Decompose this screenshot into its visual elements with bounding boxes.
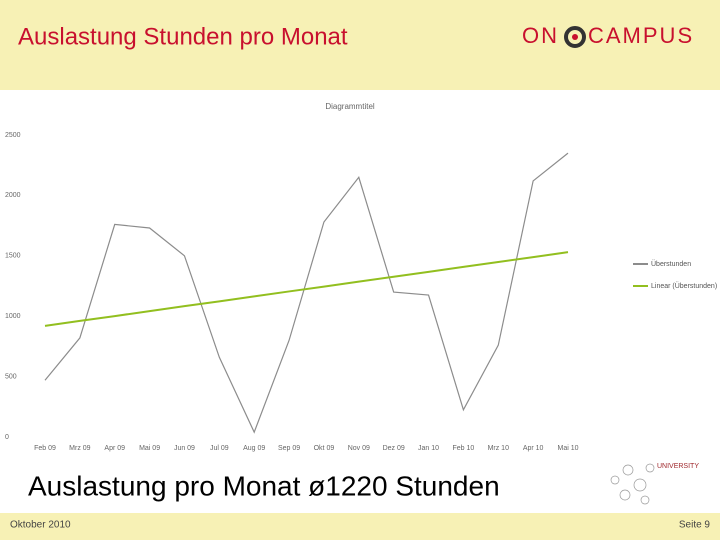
plot: 0 500 1000 1500 2000 2500 Feb 09 Mrz 09 Apr 09 Ma… — [5, 132, 717, 452]
x-tick-label: Jan 10 — [418, 445, 439, 452]
legend-label: Linear (Überstunden) — [651, 282, 717, 290]
badge-network — [610, 463, 655, 505]
footer-band — [0, 513, 720, 540]
x-tick-label: Jul 09 — [210, 445, 229, 452]
logo-dot — [572, 34, 578, 40]
series-line — [44, 251, 569, 327]
legend-label: Überstunden — [651, 260, 691, 268]
x-tick-label: Mai 10 — [557, 445, 578, 452]
x-tick-label: Aug 09 — [243, 445, 265, 452]
x-tick-label: Jun 09 — [174, 445, 195, 452]
chart-title: Diagrammtitel — [325, 102, 375, 111]
y-tick-label: 1000 — [5, 313, 21, 320]
logo-campus: CAMPUS — [588, 23, 694, 48]
y-tick-label: 500 — [5, 373, 17, 380]
header-band — [0, 0, 720, 90]
x-tick-label: Dez 09 — [383, 445, 405, 452]
x-tick-label: Sep 09 — [278, 445, 300, 452]
x-tick-label: Apr 09 — [104, 445, 125, 452]
y-tick-label: 2000 — [5, 192, 21, 199]
y-tick-label: 1500 — [5, 253, 21, 260]
x-tick-label: Nov 09 — [348, 445, 370, 452]
badge-text: UNIVERSITY — [657, 463, 699, 470]
series-line — [44, 152, 569, 434]
x-tick-label: Mai 09 — [139, 445, 160, 452]
logo-on: ON — [522, 23, 559, 48]
y-tick-label: 0 — [5, 434, 9, 441]
x-tick-label: Mrz 09 — [69, 445, 91, 452]
footer-left: Oktober 2010 — [10, 520, 71, 531]
footer-right: Seite 9 — [679, 520, 711, 531]
x-tick-label: Okt 09 — [314, 445, 335, 452]
x-tick-label: Feb 09 — [34, 445, 56, 452]
slide-title: Auslastung Stunden pro Monat — [18, 23, 348, 50]
x-tick-label: Apr 10 — [523, 445, 544, 452]
y-tick-label: 2500 — [5, 132, 21, 139]
x-tick-label: Feb 10 — [453, 445, 475, 452]
logo-icon — [564, 26, 586, 48]
summary: Auslastung pro Monat ø1220 Stunden — [28, 470, 500, 501]
x-tick-label: Mrz 10 — [488, 445, 510, 452]
